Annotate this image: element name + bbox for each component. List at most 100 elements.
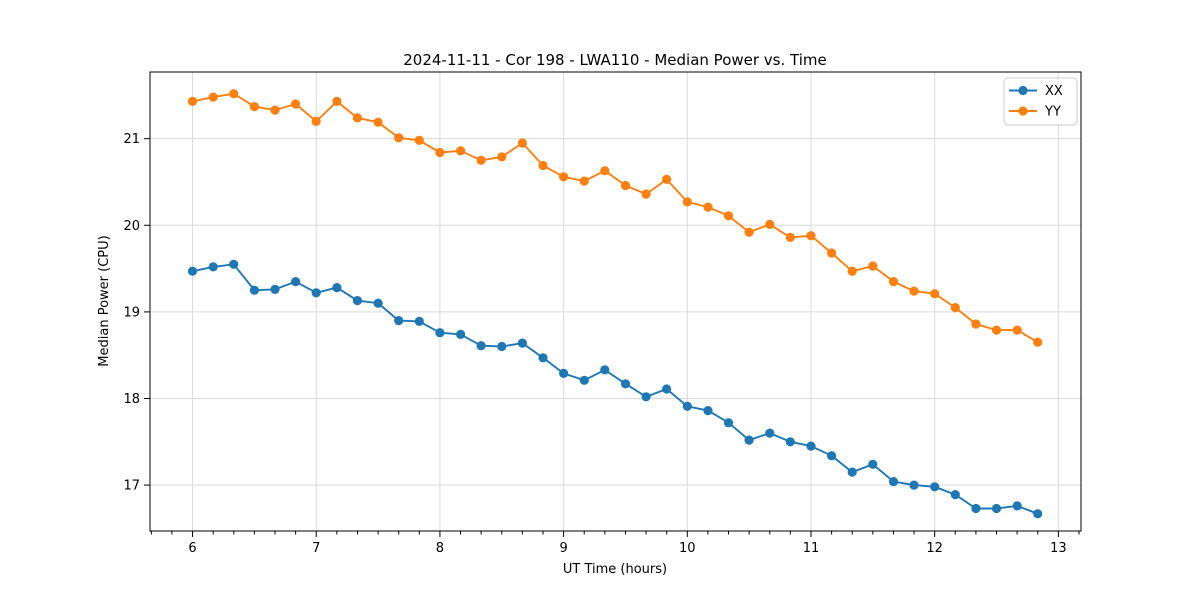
data-point <box>806 441 816 451</box>
data-point <box>641 392 651 402</box>
data-point <box>785 232 795 242</box>
data-point <box>888 477 899 487</box>
plot-border <box>149 71 1082 532</box>
data-point <box>744 227 754 237</box>
series-XX <box>187 259 1043 519</box>
legend-label: YY <box>1044 105 1061 120</box>
series-line-XX <box>192 263 1039 515</box>
data-point <box>476 341 486 351</box>
data-point <box>497 341 507 352</box>
data-point <box>641 189 651 199</box>
data-point <box>373 117 383 127</box>
data-point <box>559 172 569 182</box>
data-point <box>517 138 528 148</box>
x-tick-label: 13 <box>1050 541 1067 556</box>
data-point <box>332 283 342 293</box>
series-YY <box>187 89 1043 347</box>
data-point <box>291 277 301 287</box>
data-point <box>476 155 486 165</box>
data-point <box>187 96 198 106</box>
data-point <box>600 166 610 176</box>
data-point <box>497 152 507 162</box>
x-tick-label: 7 <box>312 541 320 556</box>
data-point <box>229 89 239 99</box>
data-point <box>414 316 424 326</box>
data-point <box>559 368 569 378</box>
legend-entry-XX: XX <box>1009 84 1063 99</box>
data-point <box>765 428 775 438</box>
data-point <box>414 135 424 145</box>
data-point <box>332 96 342 106</box>
data-point <box>311 288 321 298</box>
data-point <box>456 329 466 339</box>
legend-box <box>1003 77 1078 126</box>
data-point <box>270 284 280 294</box>
data-point <box>806 231 816 241</box>
data-point <box>456 146 466 156</box>
data-point <box>1033 337 1043 347</box>
data-point <box>538 353 548 363</box>
data-point <box>620 180 631 191</box>
data-point <box>517 338 528 348</box>
y-tick-label: 20 <box>123 219 140 234</box>
data-point <box>703 202 713 212</box>
data-point <box>827 451 837 461</box>
data-point <box>662 174 672 184</box>
series-line-YY <box>192 92 1039 344</box>
data-point <box>435 147 445 158</box>
data-point <box>579 176 589 186</box>
data-point <box>703 406 713 416</box>
x-tick-label: 8 <box>436 541 444 556</box>
data-point <box>991 503 1002 514</box>
legend-entry-YY: YY <box>1009 105 1061 120</box>
data-point <box>827 248 837 258</box>
data-point <box>847 266 857 276</box>
data-point <box>600 365 610 375</box>
legend-marker <box>1018 106 1028 116</box>
data-point <box>538 160 548 171</box>
data-point <box>723 418 734 428</box>
y-tick-label: 19 <box>123 305 140 320</box>
legend-label: XX <box>1045 84 1063 99</box>
data-point <box>971 319 981 329</box>
data-point <box>909 480 919 490</box>
x-tick-label: 6 <box>188 541 196 556</box>
data-point <box>950 303 960 313</box>
data-point <box>352 113 362 123</box>
data-point <box>579 375 589 385</box>
data-point <box>971 503 981 514</box>
data-point <box>930 289 940 299</box>
data-point <box>208 262 218 272</box>
data-point <box>909 286 919 296</box>
data-point <box>950 490 960 500</box>
data-point <box>352 296 362 306</box>
data-point <box>394 133 404 143</box>
data-point <box>1033 509 1043 519</box>
data-point <box>620 379 631 389</box>
x-tick-label: 10 <box>679 541 696 556</box>
chart-title: 2024-11-11 - Cor 198 - LWA110 - Median P… <box>403 51 827 69</box>
data-point <box>847 467 857 477</box>
data-point <box>991 325 1002 335</box>
data-point <box>394 316 404 326</box>
data-point <box>930 482 940 492</box>
axis-ticks: 6 7 8 9 10 11 12 13 17 18 19 20 21 <box>123 132 1080 556</box>
data-point <box>1012 325 1022 335</box>
data-point <box>888 277 899 287</box>
data-point <box>662 384 672 394</box>
x-tick-label: 11 <box>803 541 820 556</box>
data-point <box>744 435 754 445</box>
data-point <box>270 105 280 115</box>
data-point <box>291 99 301 109</box>
data-point <box>868 261 878 271</box>
data-point <box>373 298 383 308</box>
data-point <box>229 259 239 269</box>
y-axis-label: Median Power (CPU) <box>97 235 112 366</box>
x-tick-label: 9 <box>559 541 567 556</box>
data-point <box>785 437 795 447</box>
data-point <box>435 328 445 338</box>
data-point <box>208 92 218 102</box>
data-point <box>249 102 259 112</box>
